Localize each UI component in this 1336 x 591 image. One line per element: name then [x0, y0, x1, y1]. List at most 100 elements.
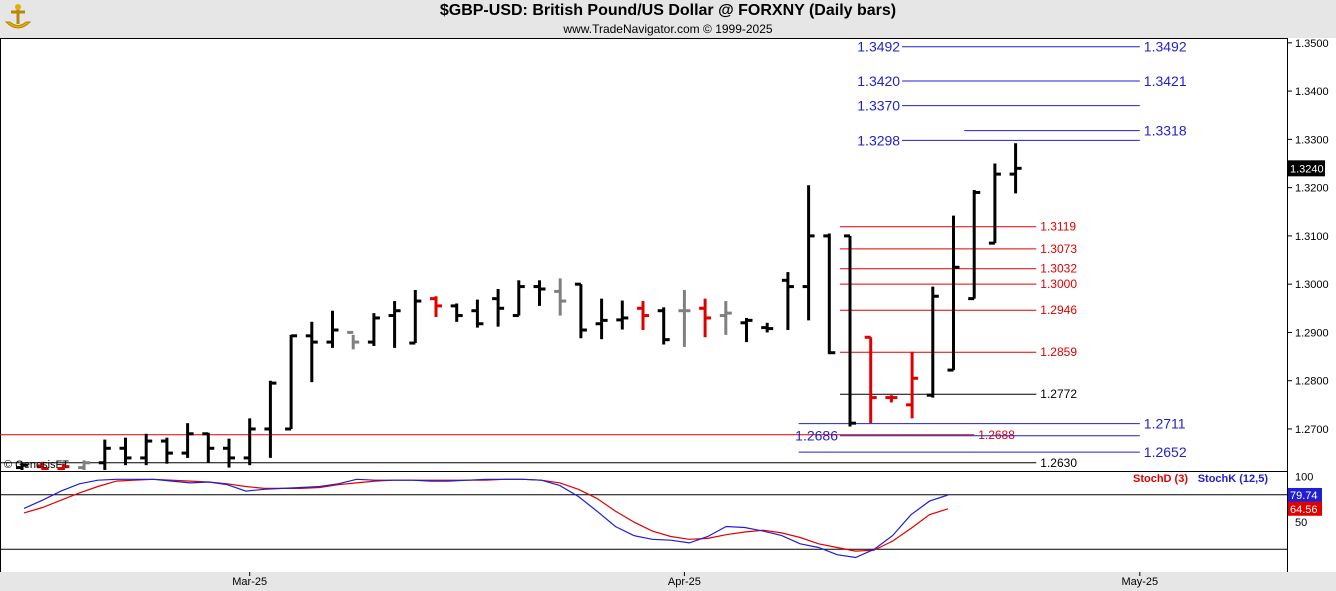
price-tick-label: 1.3200 — [1295, 183, 1329, 195]
ohlc-bar — [119, 437, 132, 466]
level-right-label: 1.3492 — [1144, 39, 1187, 55]
ohlc-bar — [637, 301, 649, 331]
price-levels: 1.3492 1.3492 1.3420 1.3421 1.3370 1.3318 1.32… — [0, 39, 1187, 470]
level-left-label: 1.3370 — [857, 98, 900, 114]
ohlc-bar — [388, 301, 401, 348]
date-axis-background — [0, 572, 1336, 591]
level-left-label: 1.3420 — [857, 73, 900, 89]
price-tick-label: 1.2900 — [1295, 327, 1329, 339]
stoch-d-legend: StochD (3) — [1133, 473, 1188, 485]
level-left-label: 1.3298 — [857, 132, 900, 148]
last-price-label: 1.3240 — [1290, 163, 1324, 175]
ohlc-bar — [968, 190, 981, 301]
chart-subtitle: www.TradeNavigator.com © 1999-2025 — [563, 22, 773, 36]
ohlc-bar — [202, 432, 215, 463]
ohlc-bar — [512, 280, 525, 318]
date-tick-label: May-25 — [1121, 576, 1158, 588]
ohlc-bar — [802, 185, 815, 321]
ohlc-bar — [947, 215, 960, 372]
ohlc-bar — [430, 296, 442, 317]
ohlc-bar — [906, 351, 919, 419]
date-tick-label: Apr-25 — [668, 576, 701, 588]
level-right-label: 1.3119 — [1040, 220, 1076, 234]
level-right-label: 1.2859 — [1040, 345, 1077, 359]
ohlc-bar — [450, 303, 463, 322]
level-left-label: 1.3492 — [857, 39, 900, 55]
ohlc-bar — [719, 301, 732, 335]
price-tick-label: 1.3000 — [1295, 279, 1329, 291]
copyright-text: © GenesisFT — [4, 459, 69, 471]
stoch-d-line — [23, 478, 949, 552]
stoch-k-legend: StochK (12,5) — [1198, 473, 1269, 485]
ohlc-bar — [492, 288, 505, 327]
ohlc-bar — [781, 272, 794, 331]
ohlc-bar — [347, 330, 360, 350]
axis-background — [1288, 38, 1336, 572]
stoch-tick-label: 50 — [1295, 517, 1307, 529]
stoch-k-value: 79.74 — [1290, 490, 1318, 502]
price-tick-label: 1.3100 — [1295, 231, 1329, 243]
ohlc-bar — [740, 317, 753, 343]
ohlc-bar — [533, 280, 546, 306]
level-right-label: 1.2652 — [1144, 444, 1187, 460]
stoch-d-value-box — [1288, 501, 1322, 516]
ohlc-bar — [140, 433, 153, 466]
ohlc-bar — [243, 418, 256, 466]
ohlc-bar — [844, 234, 856, 427]
trade-navigator-logo-icon — [4, 4, 32, 29]
level-left-label: 1.2686 — [795, 428, 838, 444]
title-bar — [0, 0, 1336, 38]
ohlc-bar — [181, 423, 194, 458]
level-right-label: 1.3421 — [1144, 73, 1187, 89]
ohlc-bar — [367, 313, 380, 346]
level-right-label: 1.3073 — [1040, 242, 1077, 256]
date-tick-label: Mar-25 — [232, 576, 267, 588]
stoch-tick-label: 100 — [1295, 472, 1313, 484]
ohlc-bar — [657, 307, 670, 345]
ohlc-bar — [223, 438, 235, 468]
chart-title: $GBP-USD: British Pound/US Dollar @ FORX… — [439, 2, 897, 19]
level-right-label: 1.3000 — [1040, 277, 1077, 291]
ohlc-bar — [926, 286, 939, 398]
ohlc-bar — [326, 310, 339, 348]
level-right-label: 1.2688 — [978, 428, 1015, 442]
ohlc-bar — [16, 462, 28, 470]
level-right-label: 1.3032 — [1040, 262, 1077, 276]
ohlc-bar — [409, 289, 422, 345]
ohlc-bar — [160, 437, 173, 464]
ohlc-bar — [864, 335, 877, 424]
ohlc-bar — [285, 334, 298, 431]
level-right-label: 1.2946 — [1040, 303, 1077, 317]
ohlc-bar — [699, 298, 712, 338]
level-right-label: 1.2772 — [1040, 387, 1077, 401]
stochastic-panel: 100 50 StochK (12,5) StochD (3) 79.74 64.56 — [0, 472, 1322, 559]
ohlc-bar — [554, 278, 567, 316]
ohlc-bar — [823, 233, 836, 355]
stoch-d-value: 64.56 — [1290, 504, 1318, 516]
stoch-k-value-box — [1288, 487, 1322, 502]
price-tick-label: 1.2800 — [1295, 376, 1329, 388]
price-tick-label: 1.3500 — [1295, 38, 1329, 50]
ohlc-bar — [305, 321, 318, 383]
chart-frame — [0, 38, 1336, 591]
price-axis: 1.3500 1.3400 1.3300 1.3200 1.3100 1.3000 1.29… — [1287, 38, 1329, 436]
ohlc-bar — [616, 300, 629, 330]
price-tick-label: 1.2700 — [1295, 424, 1329, 436]
price-tick-label: 1.3400 — [1295, 86, 1329, 98]
ohlc-bar — [678, 289, 691, 347]
ohlc-bar — [98, 439, 111, 470]
ohlc-bar — [988, 163, 1001, 245]
ohlc-bar — [761, 322, 774, 333]
ohlc-bar — [574, 282, 587, 339]
ohlc-bar — [36, 461, 49, 471]
stoch-k-line — [23, 478, 949, 559]
ohlc-bar — [78, 460, 91, 470]
level-right-label: 1.3318 — [1144, 123, 1187, 139]
ohlc-bar — [885, 395, 898, 403]
ohlc-bar — [264, 380, 277, 458]
price-bars — [16, 143, 1022, 471]
ohlc-bar — [595, 298, 608, 340]
ohlc-bar — [471, 299, 484, 328]
date-axis: Mar-25 Apr-25 May-25 — [232, 572, 1158, 588]
